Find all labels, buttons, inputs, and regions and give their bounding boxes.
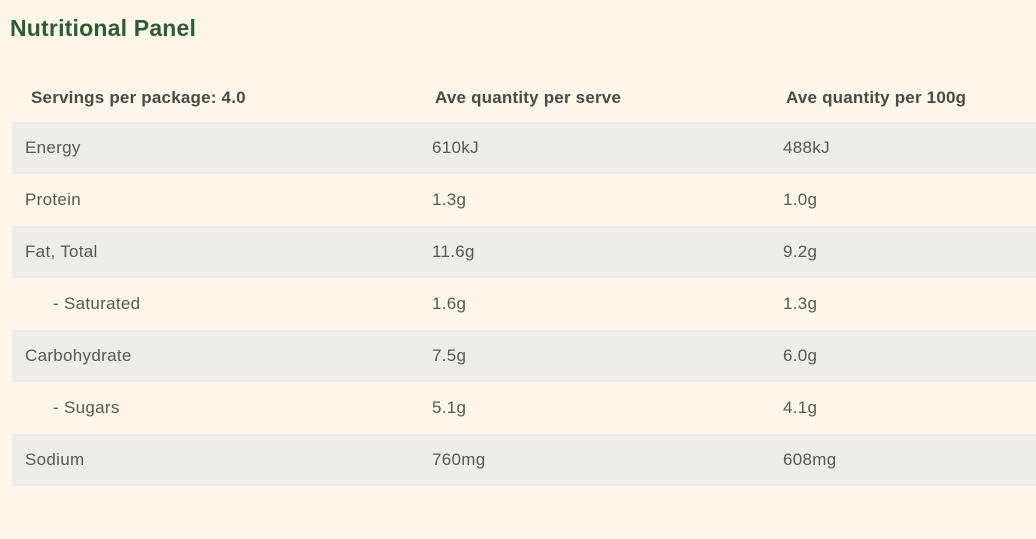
per-100g-value-cell: 6.0g [783,346,818,365]
nutrient-name-cell: Carbohydrate [25,346,132,365]
per-100g-value-cell: 4.1g [783,398,818,417]
table-row-energy: Energy 610kJ 488kJ [12,122,1036,174]
table-row-sodium: Sodium 760mg 608mg [12,434,1036,486]
per-serve-value-cell: 760mg [432,450,486,469]
per-serve-value-cell: 1.6g [432,294,467,313]
per-serve-value-cell: 11.6g [432,242,475,261]
nutrient-name-cell: - Sugars [53,398,120,417]
per-serve-value-cell: 1.3g [432,190,467,209]
per-100g-value-cell: 9.2g [783,242,818,261]
table-header-row: Servings per package: 4.0 Ave quantity p… [12,73,1036,122]
per-100g-value-cell: 608mg [783,450,837,469]
nutrient-name-cell: - Saturated [53,294,141,313]
nutrient-name-cell: Energy [25,138,81,157]
per-100g-value-cell: 1.0g [783,190,818,209]
per-serve-value-cell: 610kJ [432,138,479,157]
table-row-carbohydrate: Carbohydrate 7.5g 6.0g [12,330,1036,382]
per-serve-value-cell: 5.1g [432,398,467,417]
per-100g-value-cell: 1.3g [783,294,818,313]
nutrition-table: Servings per package: 4.0 Ave quantity p… [12,73,1036,486]
nutrient-name-cell: Sodium [25,450,85,469]
header-ave-quantity-per-serve: Ave quantity per serve [435,87,622,107]
per-100g-value-cell: 488kJ [783,138,830,157]
table-row-saturated: - Saturated 1.6g 1.3g [12,278,1036,330]
header-servings-per-package: Servings per package: 4.0 [31,87,246,107]
page-title: Nutritional Panel [10,15,197,41]
header-ave-quantity-per-100g: Ave quantity per 100g [786,87,967,107]
per-serve-value-cell: 7.5g [432,346,467,365]
table-row-sugars: - Sugars 5.1g 4.1g [12,382,1036,434]
table-row-protein: Protein 1.3g 1.0g [12,174,1036,226]
nutrient-name-cell: Fat, Total [25,242,98,261]
table-row-fat-total: Fat, Total 11.6g 9.2g [12,226,1036,278]
nutrient-name-cell: Protein [25,190,81,209]
